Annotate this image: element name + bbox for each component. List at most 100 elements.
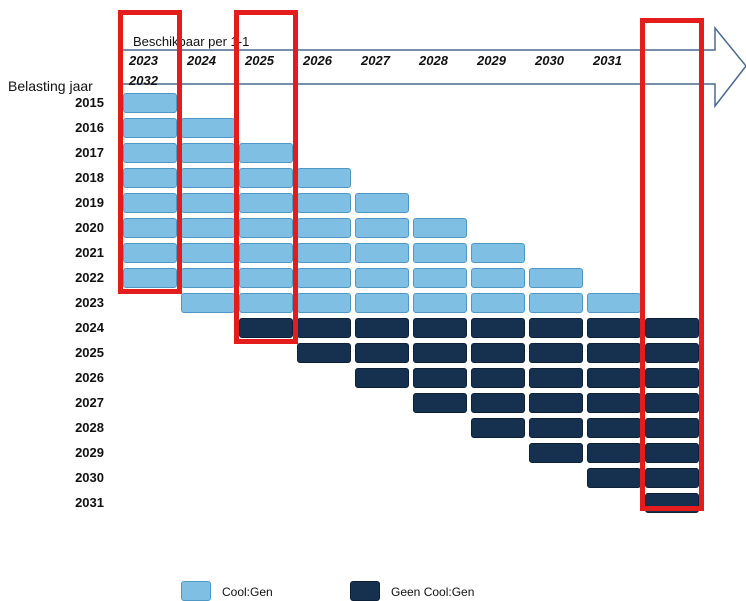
cell-2020-2023 (123, 218, 177, 238)
row-year-2015: 2015 (75, 95, 104, 110)
row-year-2028: 2028 (75, 420, 104, 435)
cell-2023-2030 (529, 293, 583, 313)
cell-2026-2027 (355, 368, 409, 388)
cell-2019-2025 (239, 193, 293, 213)
cell-2024-2025 (239, 318, 293, 338)
cell-2030-2032 (645, 468, 699, 488)
cell-2020-2025 (239, 218, 293, 238)
legend-label-geen-cool-gen: Geen Cool:Gen (391, 585, 475, 599)
cell-2017-2025 (239, 143, 293, 163)
cell-2019-2027 (355, 193, 409, 213)
cell-2027-2030 (529, 393, 583, 413)
cell-2026-2028 (413, 368, 467, 388)
column-year-2032: 2032 (129, 73, 158, 88)
cell-2021-2028 (413, 243, 467, 263)
cell-2024-2031 (587, 318, 641, 338)
cell-2023-2031 (587, 293, 641, 313)
row-year-2031: 2031 (75, 495, 104, 510)
cell-2021-2026 (297, 243, 351, 263)
row-year-2029: 2029 (75, 445, 104, 460)
cell-2024-2027 (355, 318, 409, 338)
highlight-box-2025 (234, 10, 298, 344)
cell-2025-2028 (413, 343, 467, 363)
row-year-2023: 2023 (75, 295, 104, 310)
cell-2023-2025 (239, 293, 293, 313)
row-year-2026: 2026 (75, 370, 104, 385)
cell-2025-2029 (471, 343, 525, 363)
cell-2029-2030 (529, 443, 583, 463)
cell-2019-2024 (181, 193, 235, 213)
cell-2019-2023 (123, 193, 177, 213)
row-year-2025: 2025 (75, 345, 104, 360)
cell-2028-2032 (645, 418, 699, 438)
cell-2020-2026 (297, 218, 351, 238)
cell-2027-2028 (413, 393, 467, 413)
cell-2024-2032 (645, 318, 699, 338)
row-year-2027: 2027 (75, 395, 104, 410)
row-year-2024: 2024 (75, 320, 104, 335)
highlight-box-2023 (118, 10, 182, 294)
cell-2023-2024 (181, 293, 235, 313)
column-year-2025: 2025 (245, 53, 274, 68)
column-year-2026: 2026 (303, 53, 332, 68)
cell-2030-2031 (587, 468, 641, 488)
cell-2028-2029 (471, 418, 525, 438)
row-year-2030: 2030 (75, 470, 104, 485)
row-year-2019: 2019 (75, 195, 104, 210)
cell-2018-2026 (297, 168, 351, 188)
cell-2017-2024 (181, 143, 235, 163)
cell-2022-2029 (471, 268, 525, 288)
row-year-2021: 2021 (75, 245, 104, 260)
available-per-label: Beschikbaar per 1-1 (133, 34, 250, 49)
cell-2024-2028 (413, 318, 467, 338)
cell-2016-2024 (181, 118, 235, 138)
legend-label-cool-gen: Cool:Gen (222, 585, 273, 599)
cell-2020-2028 (413, 218, 467, 238)
cell-2022-2027 (355, 268, 409, 288)
cell-2024-2030 (529, 318, 583, 338)
cell-2022-2024 (181, 268, 235, 288)
row-year-2020: 2020 (75, 220, 104, 235)
column-year-2029: 2029 (477, 53, 506, 68)
row-year-2017: 2017 (75, 145, 104, 160)
cell-2025-2027 (355, 343, 409, 363)
column-year-2027: 2027 (361, 53, 390, 68)
cell-2021-2024 (181, 243, 235, 263)
cell-2017-2023 (123, 143, 177, 163)
cell-2018-2024 (181, 168, 235, 188)
cell-2025-2030 (529, 343, 583, 363)
cell-2028-2031 (587, 418, 641, 438)
cell-2016-2023 (123, 118, 177, 138)
cell-2022-2028 (413, 268, 467, 288)
cell-2026-2029 (471, 368, 525, 388)
cell-2018-2023 (123, 168, 177, 188)
row-year-2022: 2022 (75, 270, 104, 285)
timeline-arrow (122, 25, 746, 109)
cell-2025-2032 (645, 343, 699, 363)
cell-2022-2030 (529, 268, 583, 288)
cell-2029-2031 (587, 443, 641, 463)
cell-2026-2031 (587, 368, 641, 388)
legend-swatch-cool-gen (181, 581, 211, 601)
highlight-box-2032 (640, 18, 704, 511)
column-year-2030: 2030 (535, 53, 564, 68)
cell-2023-2028 (413, 293, 467, 313)
cell-2028-2030 (529, 418, 583, 438)
cell-2018-2025 (239, 168, 293, 188)
cell-2022-2026 (297, 268, 351, 288)
cell-2025-2026 (297, 343, 351, 363)
cell-2027-2032 (645, 393, 699, 413)
cell-2015-2023 (123, 93, 177, 113)
row-year-2018: 2018 (75, 170, 104, 185)
cell-2022-2025 (239, 268, 293, 288)
cell-2019-2026 (297, 193, 351, 213)
cell-2024-2026 (297, 318, 351, 338)
tax-year-axis-label: Belasting jaar (8, 78, 93, 94)
column-year-2024: 2024 (187, 53, 216, 68)
legend-swatch-geen-cool-gen (350, 581, 380, 601)
column-year-2028: 2028 (419, 53, 448, 68)
cell-2026-2030 (529, 368, 583, 388)
cell-2021-2025 (239, 243, 293, 263)
cell-2020-2024 (181, 218, 235, 238)
